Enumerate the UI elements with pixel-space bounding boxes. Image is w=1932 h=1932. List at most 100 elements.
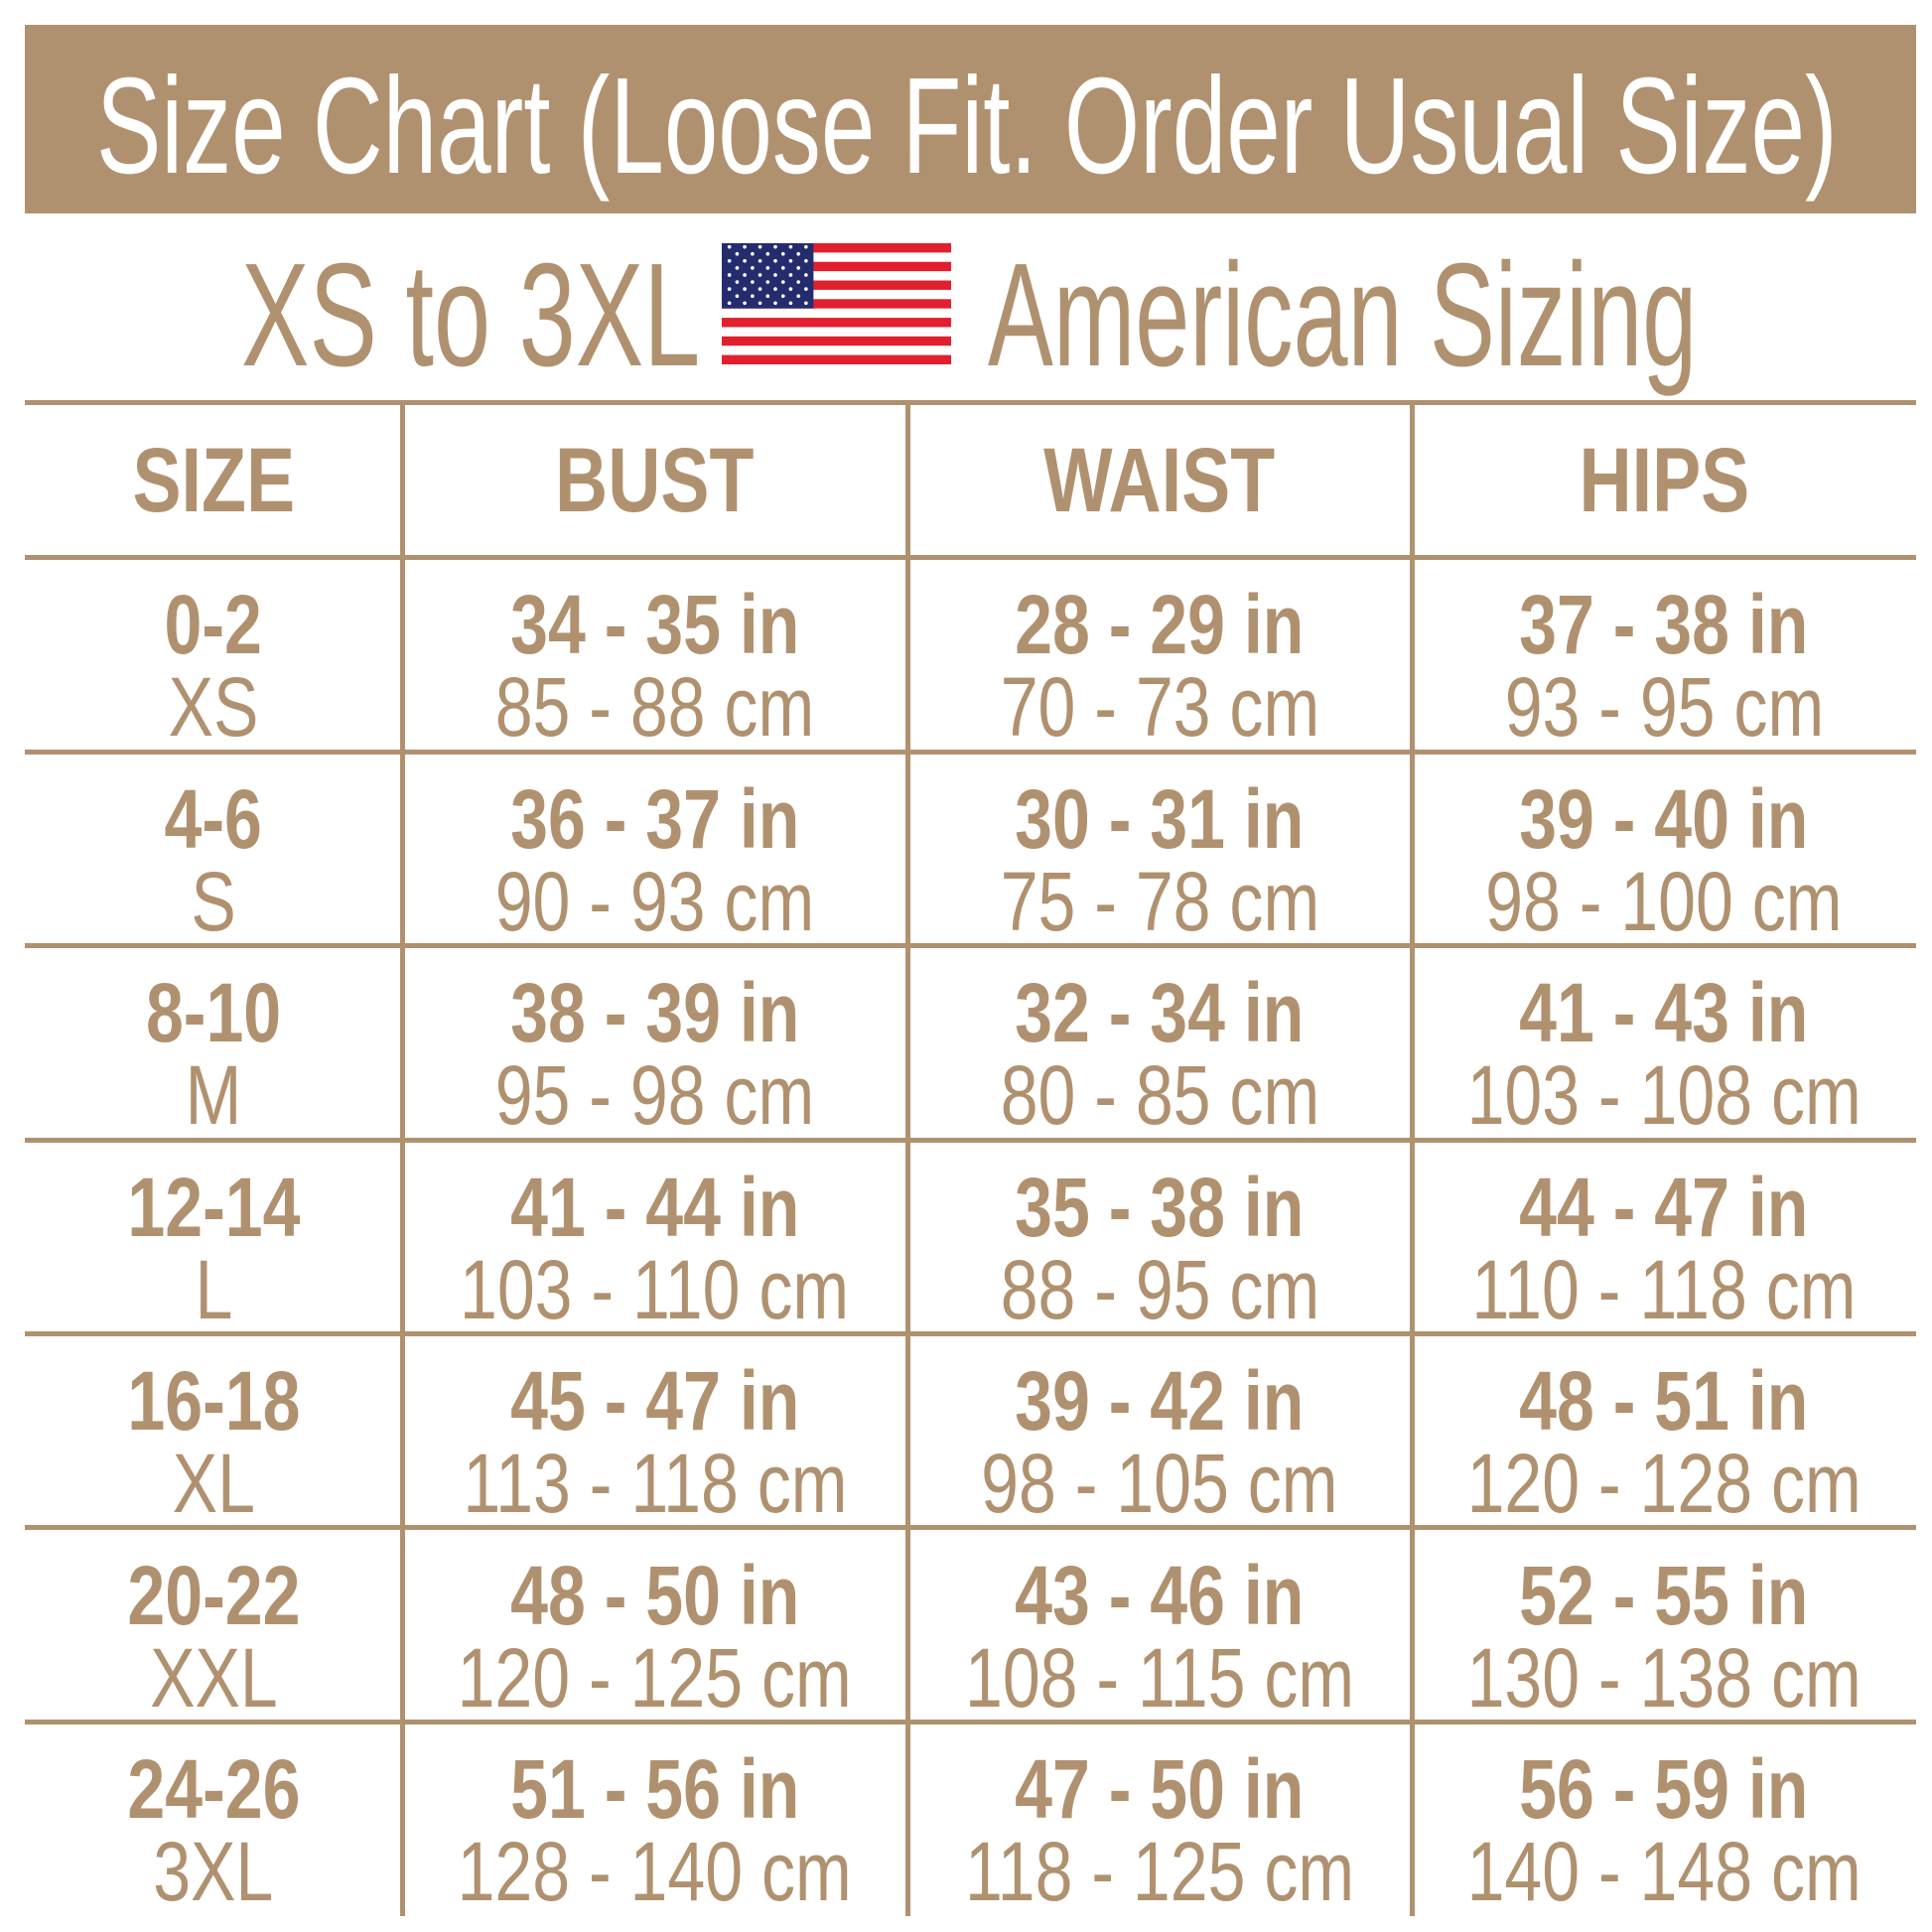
cell-value: 103 - 110 cm (460, 1242, 850, 1336)
cell-value: 30 - 31 in (1015, 771, 1305, 866)
flag-star (773, 258, 777, 263)
cell-hips-in: 44 - 47 in (1412, 1160, 1916, 1256)
sizing-label: American Sizing (988, 233, 1698, 397)
flag-star (804, 273, 808, 277)
column-divider (905, 402, 910, 1916)
cell-value: XL (172, 1437, 255, 1530)
flag-star (796, 294, 801, 299)
cell-value: 3XL (153, 1825, 274, 1918)
flag-star (751, 280, 755, 284)
cell-value: 20-22 (126, 1548, 301, 1642)
flag-star (804, 258, 808, 263)
cell-waist-cm: 80 - 85 cm (907, 1047, 1412, 1144)
header-size: SIZE (25, 435, 402, 526)
header-label: SIZE (132, 430, 295, 531)
flag-star (765, 251, 770, 256)
flag-star (788, 244, 793, 249)
cell-label: M (25, 1047, 402, 1144)
flag-star (758, 301, 762, 306)
cell-value: 128 - 140 cm (457, 1825, 853, 1918)
cell-value: 16-18 (126, 1354, 301, 1448)
flag-star (773, 301, 777, 306)
flag-star (735, 266, 740, 270)
flag-stripe (722, 336, 951, 346)
cell-hips-cm: 120 - 128 cm (1412, 1436, 1916, 1532)
cell-value: 4-6 (164, 771, 263, 866)
cell-hips-in: 48 - 51 in (1412, 1353, 1916, 1449)
cell-label: XXL (25, 1630, 402, 1726)
flag-stripe (722, 308, 951, 319)
cell-value: 45 - 47 in (509, 1354, 800, 1448)
flag-stripe (722, 354, 951, 364)
flag-star (796, 266, 801, 270)
flag-star (751, 294, 755, 299)
cell-hips-in: 39 - 40 in (1412, 771, 1916, 868)
flag-star (743, 301, 747, 306)
flag-star (743, 258, 747, 263)
flag-star (735, 294, 740, 299)
flag-star (735, 251, 740, 256)
column-divider (1410, 402, 1415, 1916)
flag-star (743, 273, 747, 277)
flag-stripe (722, 299, 951, 309)
flag-star (780, 280, 785, 284)
flag-star (780, 294, 785, 299)
cell-waist-cm: 108 - 115 cm (907, 1630, 1412, 1726)
flag-star (773, 287, 777, 291)
flag-stripe (722, 243, 951, 253)
cell-bust-cm: 85 - 88 cm (402, 659, 907, 756)
cell-value: 88 - 95 cm (1000, 1242, 1319, 1336)
flag-star (804, 244, 808, 249)
flag-star (773, 273, 777, 277)
cell-value: 98 - 100 cm (1485, 854, 1843, 948)
cell-size: 24-26 (25, 1741, 402, 1838)
cell-value: 75 - 78 cm (1000, 854, 1319, 948)
cell-hips-cm: 130 - 138 cm (1412, 1630, 1916, 1726)
cell-value: 32 - 34 in (1015, 966, 1305, 1059)
header-hips: HIPS (1412, 435, 1916, 526)
cell-value: 120 - 128 cm (1466, 1437, 1862, 1530)
cell-waist-cm: 70 - 73 cm (907, 659, 1412, 756)
cell-waist-cm: 75 - 78 cm (907, 854, 1412, 950)
row-divider (25, 750, 1916, 755)
cell-value: 35 - 38 in (1015, 1160, 1305, 1254)
cell-value: 110 - 118 cm (1471, 1242, 1857, 1336)
cell-value: 34 - 35 in (509, 578, 800, 671)
cell-hips-cm: 110 - 118 cm (1412, 1242, 1916, 1338)
cell-value: XXL (149, 1630, 278, 1725)
flag-star (788, 258, 793, 263)
flag-star (788, 301, 793, 306)
flag-star (796, 280, 801, 284)
cell-value: 108 - 115 cm (964, 1630, 1355, 1725)
column-divider (400, 402, 405, 1916)
cell-value: 93 - 95 cm (1504, 660, 1824, 754)
cell-hips-cm: 93 - 95 cm (1412, 659, 1916, 756)
cell-waist-in: 43 - 46 in (907, 1548, 1412, 1644)
cell-value: 12-14 (126, 1160, 301, 1254)
cell-size: 16-18 (25, 1353, 402, 1449)
cell-value: 41 - 43 in (1519, 966, 1809, 1059)
cell-value: 51 - 56 in (509, 1742, 800, 1836)
flag-stripe (722, 261, 951, 272)
cell-value: 39 - 42 in (1015, 1354, 1305, 1448)
row-divider (25, 1720, 1916, 1725)
header-label: HIPS (1579, 430, 1749, 531)
cell-value: 103 - 108 cm (1466, 1048, 1862, 1142)
cell-bust-in: 41 - 44 in (402, 1160, 907, 1256)
cell-value: 130 - 138 cm (1466, 1630, 1862, 1725)
cell-bust-cm: 120 - 125 cm (402, 1630, 907, 1726)
cell-value: 24-26 (126, 1742, 301, 1836)
cell-value: L (195, 1242, 232, 1336)
cell-value: 80 - 85 cm (1000, 1048, 1319, 1142)
row-divider (25, 1138, 1916, 1143)
cell-value: 37 - 38 in (1519, 578, 1809, 671)
cell-hips-cm: 98 - 100 cm (1412, 854, 1916, 950)
cell-value: 41 - 44 in (509, 1160, 800, 1254)
header-waist: WAIST (907, 435, 1412, 526)
cell-value: 0-2 (164, 578, 263, 671)
row-divider (25, 400, 1916, 405)
cell-bust-in: 45 - 47 in (402, 1353, 907, 1449)
cell-value: 140 - 148 cm (1466, 1825, 1862, 1918)
flag-star (727, 244, 732, 249)
cell-label: 3XL (25, 1824, 402, 1920)
